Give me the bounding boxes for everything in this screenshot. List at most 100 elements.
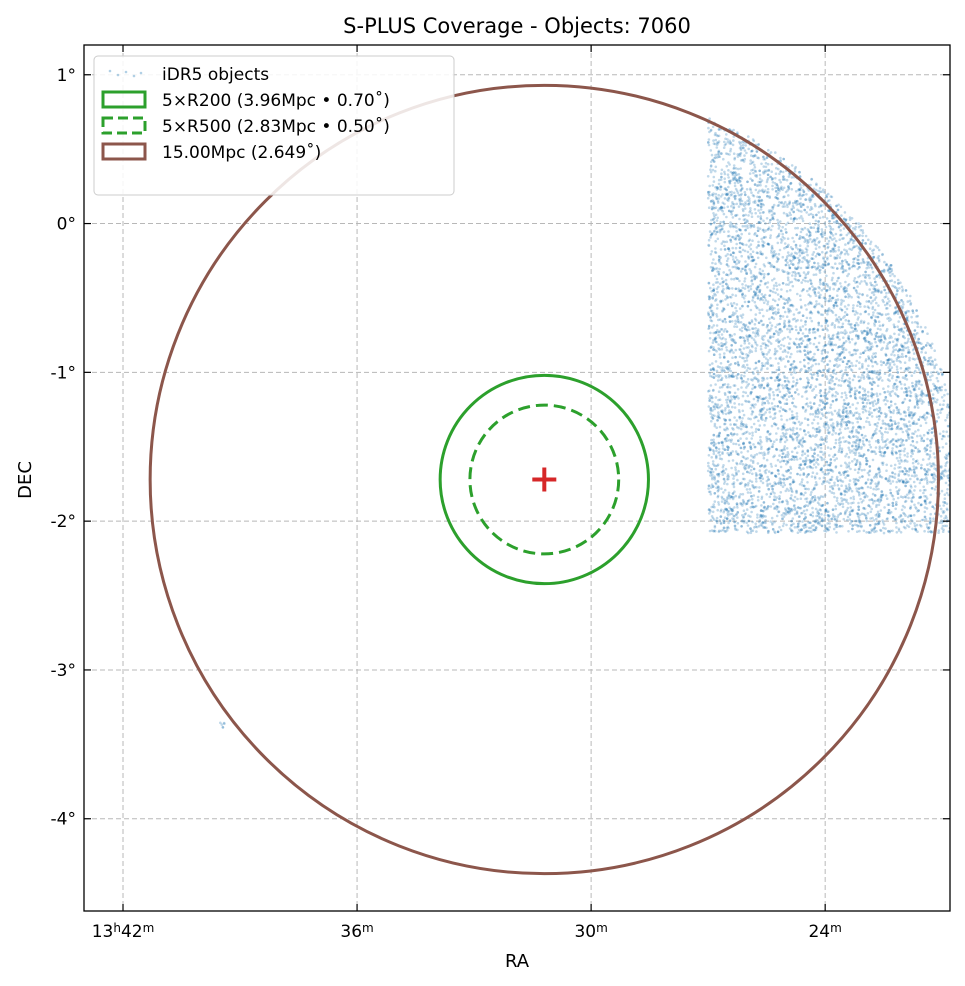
data-point — [777, 362, 780, 365]
data-point — [795, 252, 799, 255]
data-point — [749, 491, 752, 495]
data-point — [739, 148, 743, 152]
data-point — [803, 237, 807, 241]
data-point — [781, 485, 785, 489]
data-point — [904, 289, 908, 292]
data-point — [759, 513, 762, 517]
data-point — [753, 233, 756, 236]
data-point — [766, 339, 770, 342]
data-point — [880, 461, 884, 465]
data-point — [741, 283, 744, 286]
data-point — [784, 190, 788, 194]
data-point — [728, 364, 731, 367]
data-point — [806, 205, 809, 209]
data-point — [868, 348, 871, 352]
data-point — [880, 438, 884, 441]
data-point — [873, 369, 876, 373]
data-point — [732, 481, 736, 484]
data-point — [796, 272, 800, 275]
data-point — [849, 506, 852, 509]
data-point — [771, 254, 775, 257]
data-point — [882, 285, 886, 289]
data-point — [750, 154, 753, 157]
data-point — [720, 342, 723, 345]
data-point — [758, 408, 762, 412]
data-point — [825, 355, 829, 358]
data-point — [926, 359, 930, 363]
data-point — [852, 414, 855, 418]
data-point — [786, 251, 790, 254]
data-point — [839, 233, 842, 237]
data-point — [861, 293, 864, 297]
data-point — [875, 529, 878, 533]
data-point — [785, 315, 789, 319]
data-point — [822, 356, 825, 360]
data-point — [805, 239, 808, 242]
data-point — [815, 483, 819, 486]
data-point — [788, 266, 791, 269]
data-point — [817, 264, 821, 268]
data-point — [767, 478, 770, 481]
data-point — [842, 341, 846, 345]
data-point — [717, 434, 721, 437]
data-point — [761, 514, 765, 517]
data-point — [791, 490, 794, 494]
data-point — [841, 322, 845, 326]
data-point — [925, 453, 929, 456]
data-point — [715, 146, 719, 149]
data-point — [803, 365, 807, 369]
data-point — [788, 369, 792, 372]
data-point — [727, 411, 730, 415]
data-point — [817, 291, 820, 295]
data-point — [772, 203, 776, 207]
data-point — [714, 467, 718, 471]
data-point — [826, 527, 829, 530]
data-point — [844, 415, 848, 418]
data-point — [813, 475, 817, 479]
data-point — [809, 316, 812, 320]
data-point — [830, 388, 834, 391]
data-point — [753, 456, 756, 459]
data-point — [840, 376, 844, 380]
data-point — [908, 468, 912, 471]
data-point — [849, 436, 852, 440]
data-point — [867, 340, 871, 344]
data-point — [875, 362, 879, 366]
data-point — [758, 267, 762, 271]
data-point — [888, 279, 892, 283]
data-point — [713, 407, 716, 411]
data-point — [827, 245, 830, 249]
data-point — [751, 459, 755, 463]
data-point — [790, 366, 794, 369]
data-point — [707, 454, 711, 457]
data-point — [773, 506, 777, 510]
data-point — [777, 268, 781, 271]
data-point — [931, 397, 935, 400]
data-point — [904, 458, 907, 462]
data-point — [836, 254, 839, 257]
data-point — [848, 448, 851, 452]
data-point — [769, 175, 772, 179]
data-point — [757, 244, 760, 247]
data-point — [712, 175, 716, 179]
data-point — [842, 217, 846, 221]
data-point — [721, 320, 725, 323]
data-point — [711, 505, 715, 509]
data-point — [754, 293, 758, 297]
data-point — [718, 207, 722, 210]
data-point — [835, 531, 838, 534]
data-point — [741, 514, 744, 517]
data-point — [860, 319, 863, 323]
data-point — [883, 372, 887, 376]
data-point — [765, 353, 769, 356]
data-point — [902, 423, 906, 426]
data-point — [804, 345, 808, 349]
data-point — [816, 374, 820, 378]
data-point — [796, 350, 799, 353]
data-point — [891, 471, 894, 474]
data-point — [823, 231, 827, 234]
data-point — [786, 460, 790, 464]
data-point — [779, 156, 782, 160]
data-point — [877, 260, 881, 263]
data-point — [771, 205, 774, 209]
